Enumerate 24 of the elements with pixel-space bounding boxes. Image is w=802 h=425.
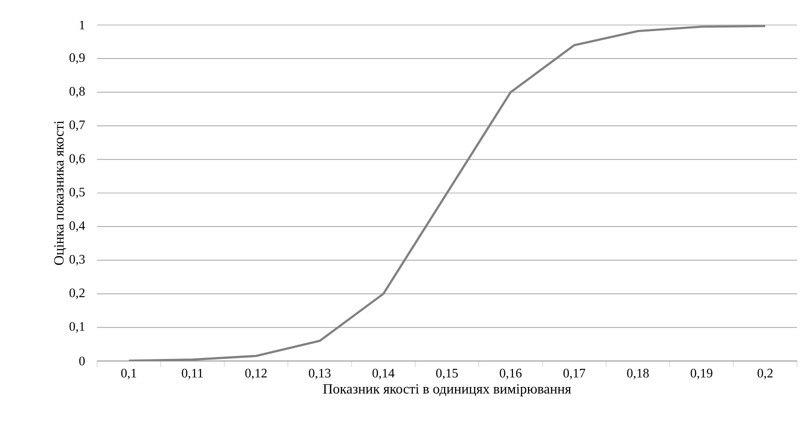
y-tick-label: 0,5 bbox=[70, 188, 85, 198]
y-tick-label: 0 bbox=[79, 356, 85, 366]
x-tick-label: 0,15 bbox=[436, 368, 458, 380]
y-axis-title: Оцінка показника якості bbox=[54, 120, 66, 265]
x-tick-label: 0,12 bbox=[245, 368, 267, 380]
y-tick-label: 0,9 bbox=[70, 53, 85, 64]
y-tick-label: 0,1 bbox=[70, 322, 84, 333]
y-tick-label: 0,4 bbox=[70, 221, 86, 232]
y-tick-label: 1 bbox=[80, 20, 84, 30]
x-tick-label: 0,1 bbox=[121, 368, 136, 380]
x-axis-title: Показник якості в одиницях вимірювання bbox=[323, 384, 572, 396]
x-tick-label: 0,14 bbox=[372, 368, 395, 380]
x-tick-label: 0,13 bbox=[308, 368, 331, 380]
x-tick-label: 0,16 bbox=[500, 368, 522, 380]
y-tick-label: 0,6 bbox=[70, 154, 85, 165]
x-tick-label: 0,18 bbox=[627, 368, 649, 380]
y-tick-label: 0,3 bbox=[70, 254, 85, 266]
x-tick-label: 0,19 bbox=[690, 368, 712, 380]
y-tick-label: 0,8 bbox=[70, 86, 85, 98]
y-tick-label: 0,2 bbox=[70, 288, 85, 300]
y-tick-label: 0,7 bbox=[70, 120, 85, 132]
x-tick-label: 0,17 bbox=[563, 368, 586, 380]
x-tick-label: 0,2 bbox=[758, 368, 773, 380]
x-tick-label: 0,11 bbox=[182, 368, 203, 380]
